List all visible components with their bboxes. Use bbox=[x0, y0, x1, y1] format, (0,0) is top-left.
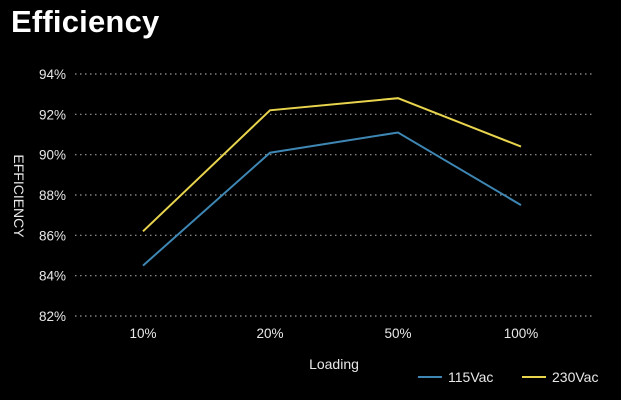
y-tick-label: 94% bbox=[39, 67, 66, 82]
gridlines bbox=[75, 73, 592, 317]
legend-label: 230Vac bbox=[552, 369, 598, 385]
series-line-230vac bbox=[142, 97, 522, 233]
x-tick-label: 20% bbox=[256, 326, 283, 341]
y-tick-label: 86% bbox=[39, 228, 66, 243]
chart-title: Efficiency bbox=[11, 4, 160, 39]
y-tick-label: 90% bbox=[39, 148, 66, 163]
x-tick-label: 100% bbox=[504, 326, 539, 341]
legend: 115Vac 230Vac bbox=[418, 369, 598, 385]
y-tick-label: 92% bbox=[39, 107, 66, 122]
y-tick-label: 82% bbox=[39, 309, 66, 324]
y-axis-label: EFFICIENCY bbox=[11, 154, 27, 238]
series-lines bbox=[142, 97, 522, 267]
x-tick-label: 50% bbox=[384, 326, 411, 341]
y-axis-ticks: 82% 84% 86% 88% 90% 92% 94% bbox=[39, 67, 66, 324]
x-tick-label: 10% bbox=[129, 326, 156, 341]
x-axis-ticks: 10% 20% 50% 100% bbox=[129, 326, 538, 341]
y-tick-label: 88% bbox=[39, 188, 66, 203]
x-axis-label: Loading bbox=[309, 356, 359, 372]
legend-label: 115Vac bbox=[448, 369, 493, 385]
series-line-115vac bbox=[142, 131, 522, 267]
y-tick-label: 84% bbox=[39, 269, 66, 284]
